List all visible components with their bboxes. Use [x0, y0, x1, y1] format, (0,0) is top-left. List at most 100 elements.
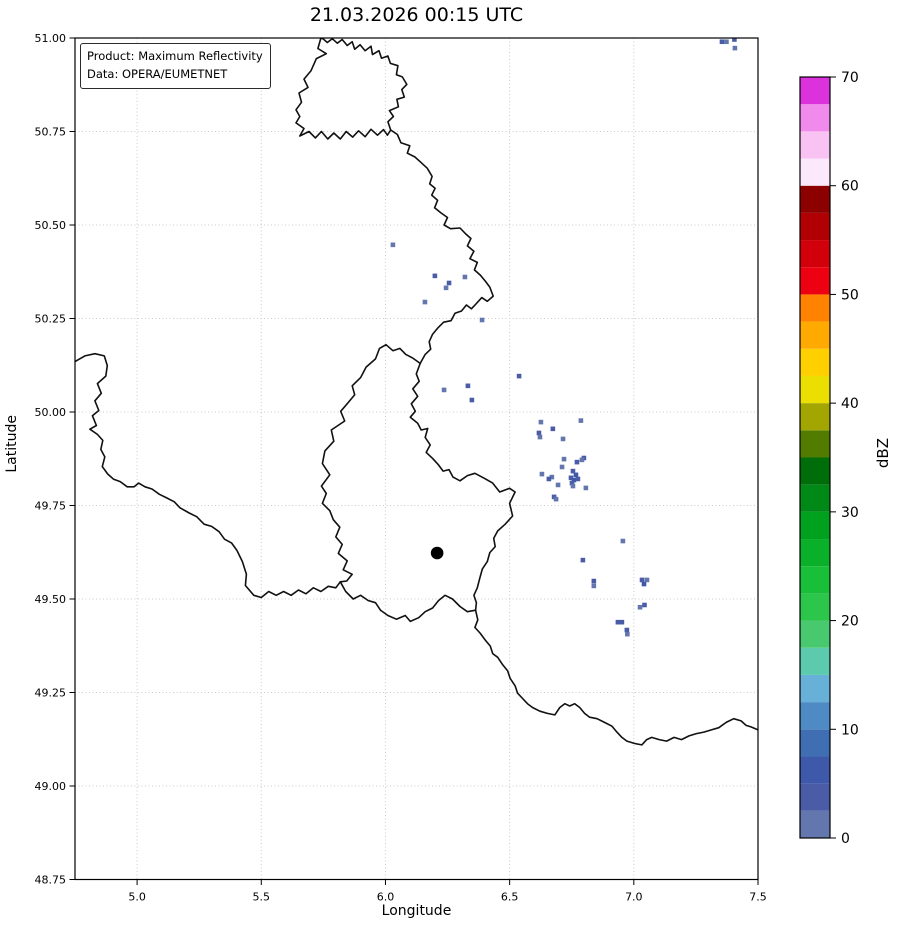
y-tick-label: 50.25 [35, 313, 67, 326]
radar-cell [624, 627, 630, 633]
radar-cell [550, 426, 556, 432]
axis-tick-labels: 5.0 5.5 6.0 6.5 7.0 7.5 48.75 49.00 49.25 49.50 49… [35, 32, 767, 904]
border-belgium-france [75, 352, 342, 599]
radar-cell [553, 496, 559, 502]
axis-ticks [69, 37, 759, 885]
radar-cell [555, 482, 561, 488]
border-netherlands-limburg-loop [295, 38, 408, 140]
product-info-box: Product: Maximum Reflectivity Data: OPER… [80, 43, 271, 89]
border-luxembourg-belgium [320, 343, 422, 583]
radar-station-marker [430, 546, 444, 560]
radar-cell [560, 436, 566, 442]
colorbar-outline [799, 76, 831, 839]
colorbar-segment [800, 810, 830, 838]
x-tick-label: 6.5 [501, 891, 519, 904]
radar-cell [625, 631, 630, 637]
radar-cell [568, 475, 574, 481]
radar-reflectivity-cells [390, 38, 738, 637]
radar-cell [422, 299, 428, 305]
y-tick-label: 49.75 [35, 500, 67, 513]
colorbar-segment [800, 566, 830, 594]
radar-cell [570, 483, 576, 489]
product-label: Product: Maximum Reflectivity [87, 49, 263, 63]
border-belgium-germany [389, 129, 495, 365]
colorbar-segment [800, 348, 830, 376]
radar-cell [574, 459, 580, 465]
radar-cell [580, 557, 586, 563]
radar-cell [591, 578, 597, 584]
radar-cell [732, 38, 737, 42]
radar-cell [462, 274, 468, 280]
border-luxembourg-france [339, 580, 477, 623]
x-tick-label: 6.0 [377, 891, 395, 904]
colorbar-label: dBZ [874, 438, 892, 469]
colorbar-segment [800, 212, 830, 241]
radar-cell [573, 472, 579, 478]
radar-cell [539, 471, 545, 477]
radar-cell [549, 474, 555, 480]
radar-cell [571, 477, 577, 483]
y-tick-label: 49.00 [35, 780, 67, 793]
y-tick-label: 50.00 [35, 406, 67, 419]
y-tick-label: 50.50 [35, 219, 67, 232]
radar-cell [559, 464, 565, 470]
colorbar-segment [800, 702, 830, 730]
radar-cell [570, 468, 576, 474]
colorbar-segment [800, 539, 830, 567]
colorbar-segment [800, 267, 830, 295]
country-borders [75, 38, 758, 746]
x-tick-label: 5.0 [128, 891, 146, 904]
radar-cell [465, 383, 471, 389]
radar-cell [432, 273, 438, 279]
radar-cell [637, 604, 643, 610]
y-tick-label: 48.75 [35, 874, 67, 887]
x-tick-label: 7.5 [749, 891, 767, 904]
colorbar-tick-label: 10 [841, 722, 859, 738]
colorbar-segment [800, 294, 830, 322]
plot-frame [74, 37, 759, 881]
colorbar-segment [800, 511, 830, 540]
colorbar-segment [800, 240, 830, 268]
colorbar-segment [800, 620, 830, 648]
radar-cell [619, 619, 625, 625]
colorbar-tick-label: 30 [841, 505, 859, 521]
radar-cell [537, 434, 543, 440]
x-tick-label: 5.5 [253, 891, 271, 904]
radar-cell [732, 45, 738, 51]
colorbar-segment [800, 593, 830, 621]
radar-cell [443, 285, 449, 291]
radar-cell [536, 430, 542, 436]
colorbar-segment [800, 131, 830, 159]
colorbar-segment [800, 756, 830, 784]
radar-cell [469, 397, 475, 403]
y-tick-label: 51.00 [35, 32, 67, 45]
colorbar-segment [800, 783, 830, 811]
radar-cell [441, 387, 447, 393]
radar-cell [479, 317, 485, 323]
colorbar-segment [800, 457, 830, 485]
y-tick-label: 50.75 [35, 126, 67, 139]
radar-cell [641, 581, 647, 587]
colorbar-segment [800, 104, 830, 132]
colorbar-segment [800, 77, 830, 105]
radar-cell [642, 602, 647, 608]
colorbar-segment [800, 158, 830, 186]
colorbar-segment [800, 375, 830, 404]
radar-cell [615, 619, 621, 625]
colorbar-tick-label: 50 [841, 287, 859, 303]
radar-cell [446, 280, 452, 286]
radar-cell [579, 457, 585, 463]
colorbar-segment [800, 403, 830, 431]
radar-cell [591, 583, 597, 589]
data-source-label: Data: OPERA/EUMETNET [87, 67, 228, 82]
grid-lines [75, 37, 759, 880]
radar-cell [620, 538, 626, 544]
radar-cell [390, 242, 396, 248]
colorbar-tick-label: 20 [841, 614, 859, 630]
y-axis-label: Latitude [4, 415, 20, 473]
colorbar-segment [800, 185, 830, 213]
colorbar-tick-label: 60 [841, 179, 859, 195]
border-france-germany [474, 609, 758, 746]
